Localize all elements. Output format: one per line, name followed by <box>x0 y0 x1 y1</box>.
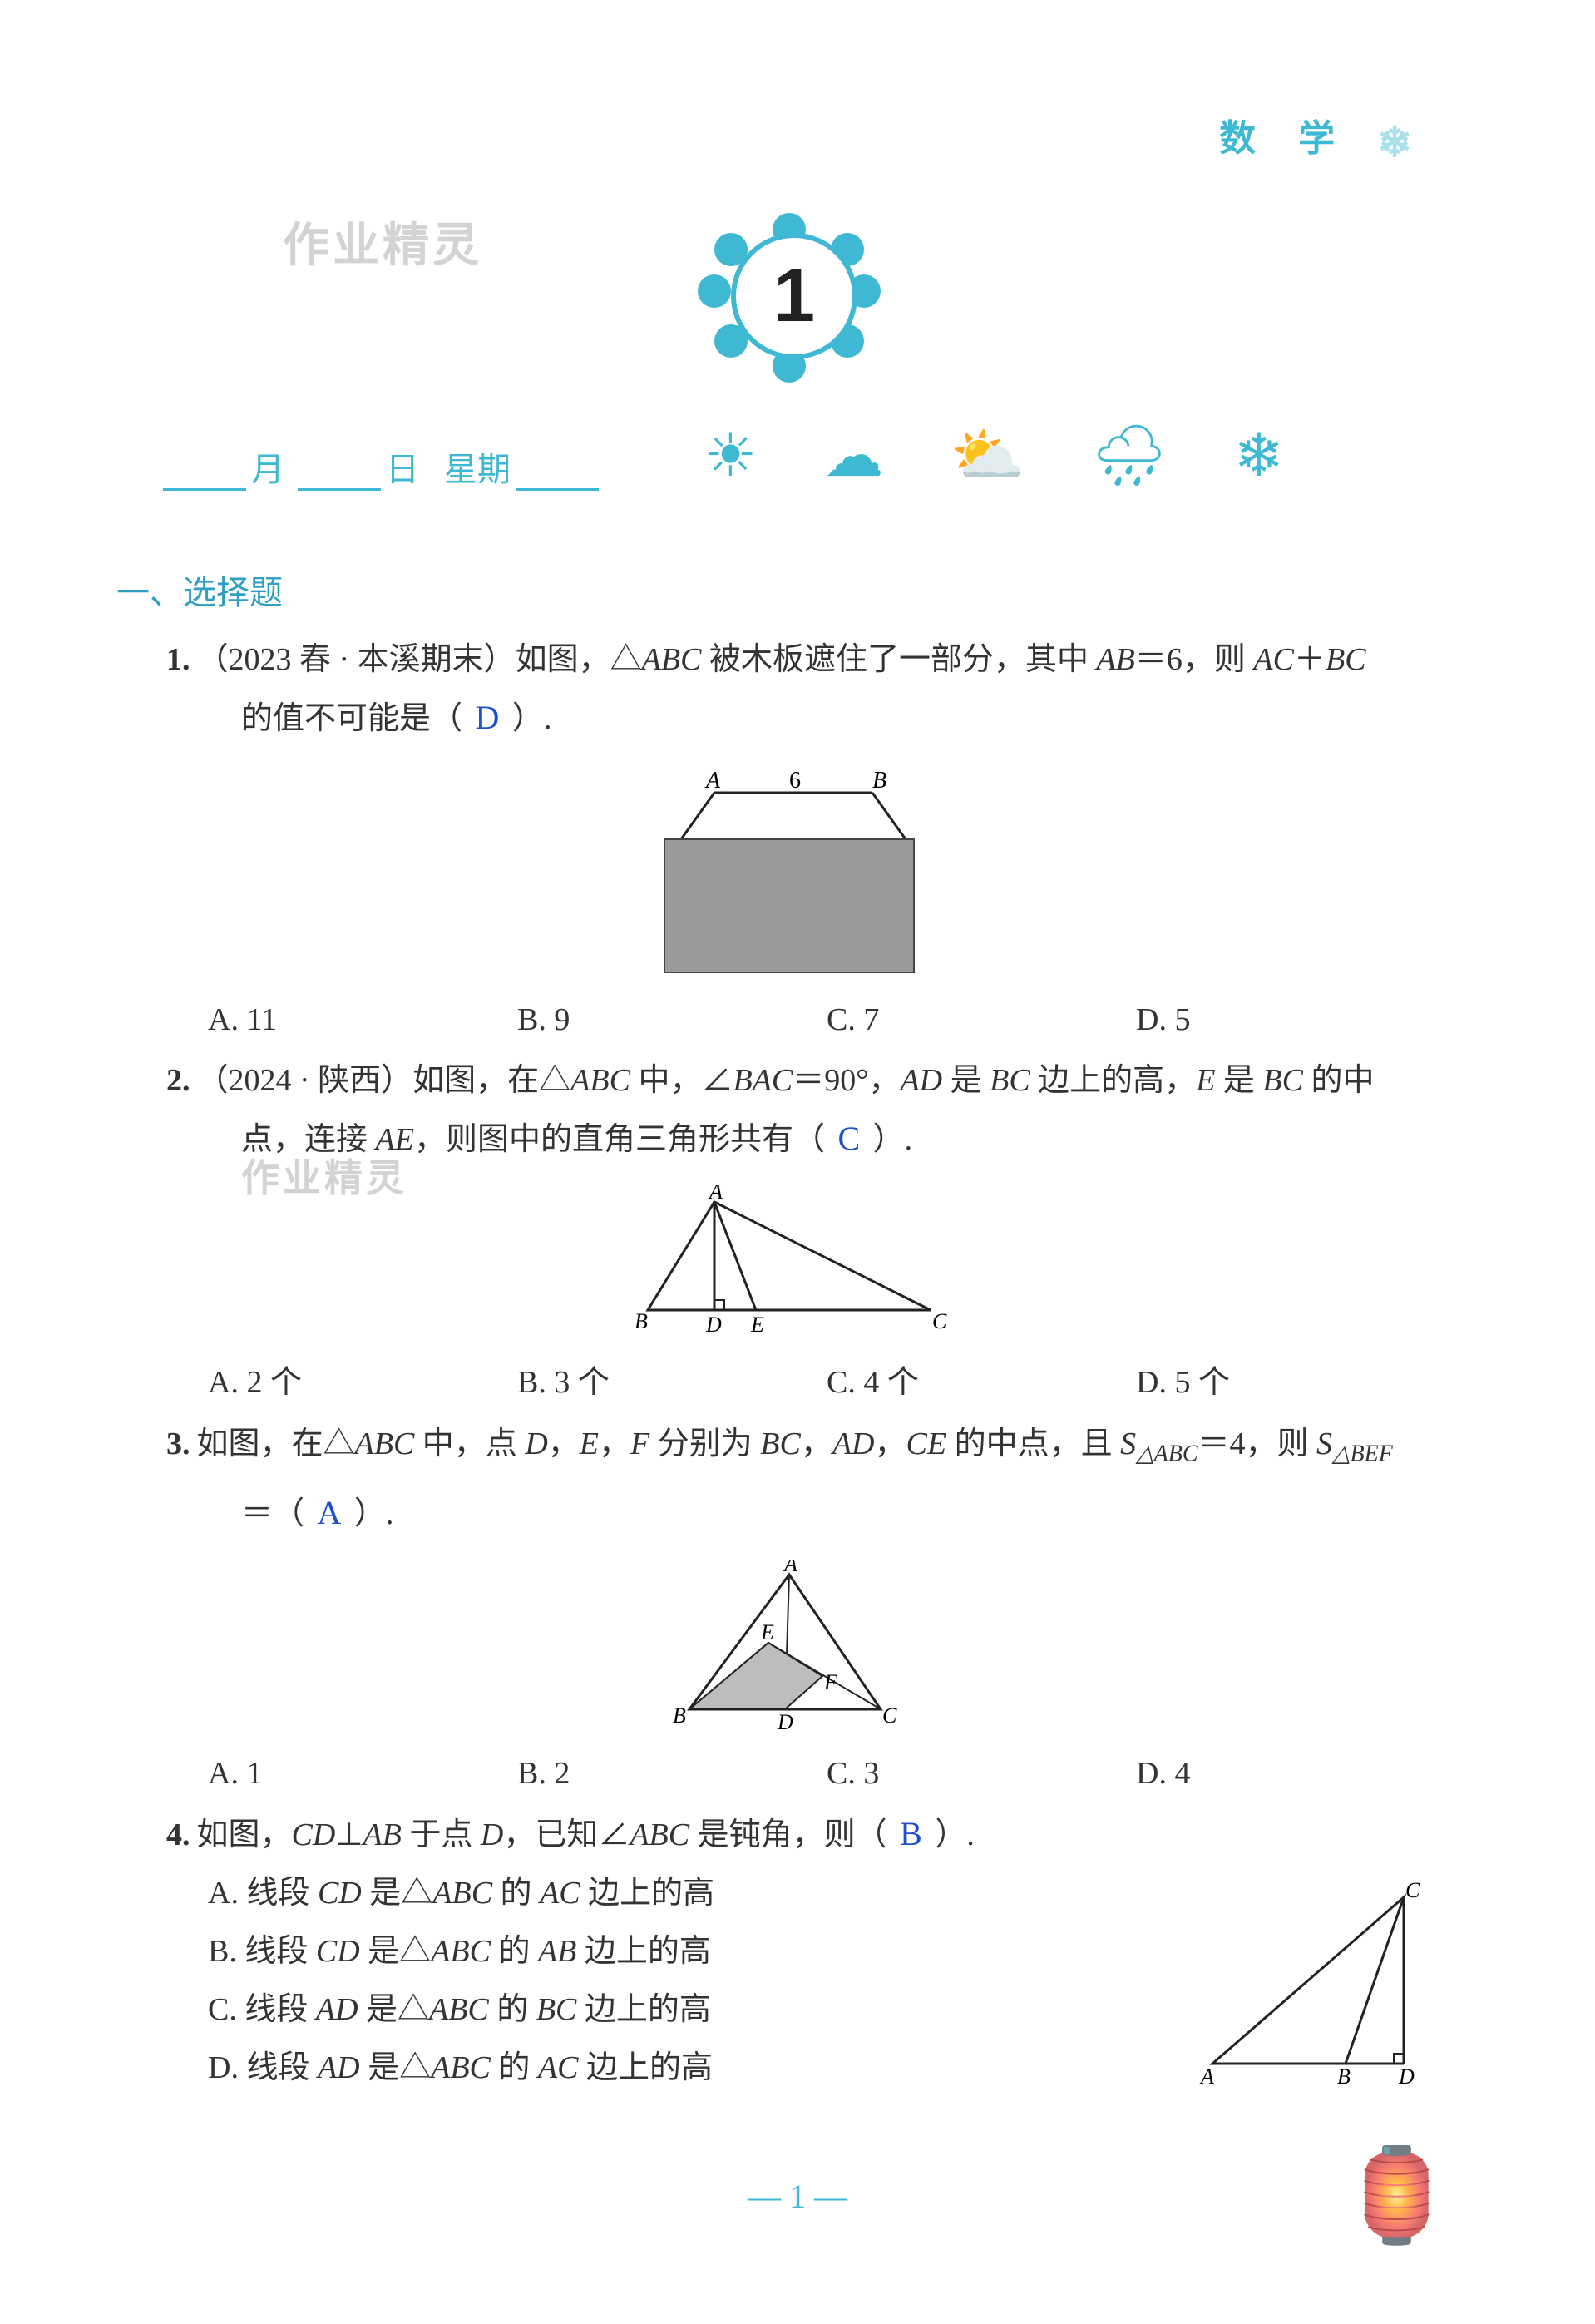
day-badge: 1 <box>714 216 864 366</box>
q4-svg: C A B D <box>1196 1881 1445 2089</box>
lantern-icon: 🏮 <box>1340 2142 1454 2249</box>
q1-figure: A 6 B <box>133 764 1445 985</box>
weekday-label: 星期 <box>444 451 511 488</box>
month-label: 月 <box>251 451 284 488</box>
question-3: 3.如图，在△ABC 中，点 D，E，F 分别为 BC，AD，CE 的中点，且 … <box>166 1415 1445 1543</box>
q3-svg: A B C D E F <box>664 1560 914 1734</box>
q1-opt-B: B. 9 <box>517 1001 827 1038</box>
date-row: 月 日 星期 ☀ ☁ ⛅ 🌧 ❄ <box>158 420 1445 491</box>
q3-label-F: F <box>823 1670 838 1694</box>
q1-text: （2023 春 · 本溪期末）如图，△ABC 被木板遮住了一部分，其中 AB＝6… <box>197 642 1366 677</box>
q2-label-E: E <box>750 1313 764 1335</box>
subject-header: 数 学 ❄ <box>1219 108 1429 166</box>
weather-icons: ☀ ☁ ⛅ 🌧 ❄ <box>704 420 1284 491</box>
subject-text: 数 学 <box>1219 118 1351 159</box>
q1-answer: D <box>471 699 505 736</box>
q4-opt-A: A. 线段 CD 是△ABC 的 AC 边上的高 <box>208 1864 1171 1922</box>
q3-label-B: B <box>673 1703 686 1728</box>
q4-text: 如图，CD⊥AB 于点 D，已知∠ABC 是钝角，则（ B ）. <box>197 1817 975 1852</box>
q2-number: 2. <box>166 1063 190 1098</box>
q3-label-A: A <box>783 1560 798 1576</box>
date-line: 月 日 星期 <box>158 443 604 491</box>
q1-board <box>664 839 914 972</box>
q3-opt-B: B. 2 <box>517 1755 827 1792</box>
q1-label-len: 6 <box>789 768 801 794</box>
q3-opt-D: D. 4 <box>1136 1755 1445 1792</box>
q1-line-left <box>681 793 714 839</box>
q3-label-C: C <box>882 1703 897 1728</box>
q2-opt-C: C. 4 个 <box>827 1356 1136 1402</box>
q2-AE <box>714 1202 756 1310</box>
q1-opt-A: A. 11 <box>208 1001 517 1038</box>
watermark-mid: 作业精灵 <box>241 1148 407 1203</box>
q3-answer: A <box>313 1494 347 1531</box>
watermark-top: 作业精灵 <box>283 208 482 275</box>
day-label: 日 <box>386 451 419 488</box>
q3-shaded <box>689 1643 822 1709</box>
q1-label-B: B <box>872 768 886 794</box>
cloud-icon: ☁ <box>824 420 884 491</box>
q2-text: （2024 · 陕西）如图，在△ABC 中，∠BAC＝90°，AD 是 BC 边… <box>197 1063 1375 1098</box>
q4-label-A: A <box>1199 2064 1214 2089</box>
q2-opt-B: B. 3 个 <box>517 1356 827 1402</box>
q4-triangle <box>1212 1897 1404 2064</box>
q2-label-A: A <box>708 1185 723 1204</box>
q1-svg: A 6 B <box>656 764 922 981</box>
section-title: 一、选择题 <box>116 566 1445 614</box>
q2-svg: A B D E C <box>623 1185 956 1335</box>
q2-label-C: C <box>932 1309 947 1333</box>
weekday-blank[interactable] <box>516 458 599 491</box>
q3-opt-A: A. 1 <box>208 1755 517 1792</box>
q1-line2: 的值不可能是（ D ）. <box>241 689 1445 748</box>
q4-label-C: C <box>1405 1881 1420 1902</box>
q4-options: A. 线段 CD 是△ABC 的 AC 边上的高 B. 线段 CD 是△ABC … <box>208 1864 1171 2097</box>
q2-opt-D: D. 5 个 <box>1136 1356 1445 1402</box>
q4-right-angle <box>1394 2054 1404 2064</box>
badge-petal <box>698 274 731 308</box>
q4-number: 4. <box>166 1817 190 1852</box>
snow-icon: ❄ <box>1234 420 1284 491</box>
partly-cloudy-icon: ⛅ <box>951 420 1025 491</box>
q4-row: A. 线段 CD 是△ABC 的 AC 边上的高 B. 线段 CD 是△ABC … <box>208 1864 1445 2097</box>
q1-line-right <box>872 793 906 839</box>
q3-opt-C: C. 3 <box>827 1755 1136 1792</box>
q3-line2: ＝（ A ）. <box>241 1484 1445 1543</box>
q2-right-angle <box>714 1300 724 1310</box>
q4-opt-D: D. 线段 AD 是△ABC 的 AC 边上的高 <box>208 2039 1171 2097</box>
q4-figure: C A B D <box>1196 1881 1445 2093</box>
q1-opt-C: C. 7 <box>827 1001 1136 1038</box>
q3-text: 如图，在△ABC 中，点 D，E，F 分别为 BC，AD，CE 的中点，且 S△… <box>197 1427 1393 1461</box>
q4-label-D: D <box>1398 2064 1415 2089</box>
q3-options: A. 1 B. 2 C. 3 D. 4 <box>208 1755 1445 1792</box>
q2-triangle <box>648 1202 931 1310</box>
question-4: 4.如图，CD⊥AB 于点 D，已知∠ABC 是钝角，则（ B ）. <box>166 1805 1445 1864</box>
day-blank[interactable] <box>298 458 381 491</box>
q2-answer: C <box>832 1120 865 1157</box>
rain-icon: 🌧 <box>1091 420 1167 491</box>
day-number: 1 <box>731 233 857 359</box>
q1-options: A. 11 B. 9 C. 7 D. 5 <box>208 1001 1445 1038</box>
q2-opt-A: A. 2 个 <box>208 1356 517 1402</box>
q1-opt-D: D. 5 <box>1136 1001 1445 1038</box>
q2-line2: 点，连接 AE，则图中的直角三角形共有（ C ）. <box>241 1110 1445 1169</box>
page: 数 学 ❄ 作业精灵 1 月 日 星期 ☀ ☁ ⛅ 🌧 ❄ <box>0 0 1595 2324</box>
q3-number: 3. <box>166 1427 190 1461</box>
q2-figure: A B D E C <box>133 1185 1445 1339</box>
q2-label-D: D <box>705 1313 722 1335</box>
q4-opt-B: B. 线段 CD 是△ABC 的 AB 边上的高 <box>208 1922 1171 1980</box>
month-blank[interactable] <box>163 458 246 491</box>
question-1: 1.（2023 春 · 本溪期末）如图，△ABC 被木板遮住了一部分，其中 AB… <box>166 630 1445 748</box>
q2-options: A. 2 个 B. 3 个 C. 4 个 D. 5 个 <box>208 1356 1445 1402</box>
q1-label-A: A <box>704 768 721 794</box>
snowflake-icon: ❄ <box>1377 118 1429 166</box>
q2-label-B: B <box>635 1309 648 1333</box>
q4-answer: B <box>895 1815 927 1852</box>
q1-number: 1. <box>166 642 190 677</box>
q3-label-E: E <box>760 1620 774 1644</box>
q3-figure: A B C D E F <box>133 1560 1445 1738</box>
q3-label-D: D <box>777 1710 793 1734</box>
q4-label-B: B <box>1337 2064 1351 2089</box>
q4-opt-C: C. 线段 AD 是△ABC 的 BC 边上的高 <box>208 1980 1171 2039</box>
sun-icon: ☀ <box>704 420 758 491</box>
